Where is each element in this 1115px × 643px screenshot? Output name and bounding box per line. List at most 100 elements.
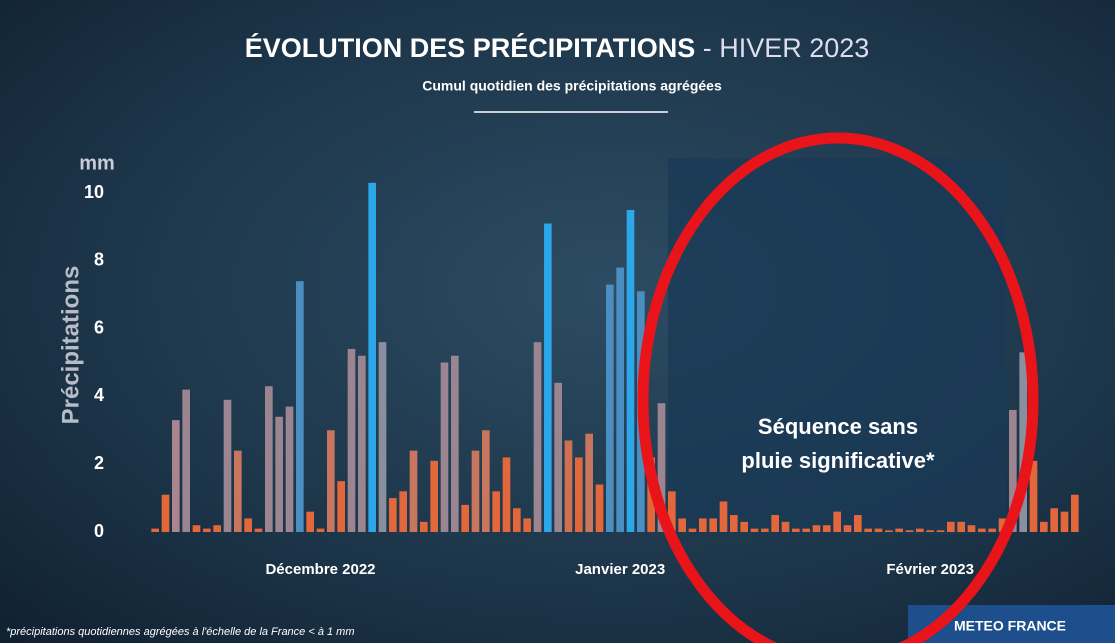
subtitle: Cumul quotidien des précipitations agrég… <box>422 78 722 94</box>
bar <box>389 498 397 532</box>
bar <box>802 528 810 532</box>
bar <box>1019 352 1027 532</box>
bar <box>812 525 821 532</box>
bar <box>213 525 221 532</box>
bar <box>265 386 273 532</box>
bar <box>926 530 934 532</box>
bar <box>1050 508 1058 532</box>
bar <box>440 362 449 532</box>
annotation-line: Séquence sans <box>758 414 918 439</box>
bar <box>554 382 562 532</box>
bar <box>161 494 170 532</box>
bar <box>998 518 1007 532</box>
bar <box>430 460 438 532</box>
dry-period-region <box>668 158 1006 534</box>
bar <box>978 528 986 532</box>
bar <box>513 508 521 532</box>
bar <box>668 491 676 532</box>
bar <box>823 525 831 532</box>
x-tick-label: Janvier 2023 <box>575 561 665 578</box>
bar <box>575 457 583 532</box>
bar <box>358 355 366 532</box>
bar <box>957 521 965 532</box>
bar <box>244 518 252 532</box>
bar <box>564 440 573 532</box>
bar <box>234 450 242 532</box>
bar <box>833 511 841 532</box>
bar <box>337 481 345 532</box>
y-unit: mm <box>79 152 115 174</box>
bar <box>626 209 635 532</box>
bar <box>885 530 893 532</box>
y-tick-label: 4 <box>94 385 104 405</box>
bar <box>502 457 511 532</box>
bar <box>461 504 469 532</box>
bar <box>792 528 800 532</box>
bar <box>296 281 304 532</box>
bar <box>678 518 686 532</box>
bar <box>781 521 790 532</box>
chart-title: ÉVOLUTION DES PRÉCIPITATIONS - HIVER 202… <box>245 32 870 63</box>
bars <box>151 182 1079 532</box>
bar <box>947 521 955 532</box>
y-axis-title: Précipitations <box>57 266 84 425</box>
bar <box>316 528 325 532</box>
bar <box>285 406 294 532</box>
bar <box>368 182 376 532</box>
bar <box>482 430 490 532</box>
y-tick-label: 2 <box>94 453 104 473</box>
bar <box>347 348 356 532</box>
bar <box>854 515 862 532</box>
bar <box>988 528 996 532</box>
bar <box>895 528 903 532</box>
bar <box>1029 460 1038 532</box>
bar <box>1060 511 1069 532</box>
bar <box>916 528 924 532</box>
bar <box>471 450 480 532</box>
source: METEO FRANCE <box>954 618 1066 634</box>
bar <box>254 528 263 532</box>
y-tick-label: 0 <box>94 521 104 541</box>
bar <box>327 430 335 532</box>
x-tick-label: Février 2023 <box>886 561 974 578</box>
annotation-line: pluie significative* <box>741 448 935 473</box>
bar <box>378 342 387 532</box>
bar <box>709 518 717 532</box>
bar <box>657 403 666 532</box>
bar <box>306 511 314 532</box>
bar <box>864 528 872 532</box>
title-main: ÉVOLUTION DES PRÉCIPITATIONS <box>245 32 696 63</box>
highlight-ellipse <box>637 132 1039 643</box>
bar <box>492 491 500 532</box>
y-tick-label: 6 <box>94 317 104 337</box>
bar <box>451 355 459 532</box>
bar <box>151 528 159 532</box>
y-tick-label: 10 <box>84 182 104 202</box>
bar <box>203 528 211 532</box>
y-tick-label: 8 <box>94 250 104 270</box>
bar <box>606 284 614 532</box>
bar <box>616 267 624 532</box>
bar <box>182 389 190 532</box>
bar <box>1071 494 1079 532</box>
bar <box>967 525 976 532</box>
bar <box>905 530 914 532</box>
bar <box>409 450 418 532</box>
bar <box>595 484 604 532</box>
bar <box>533 342 542 532</box>
x-tick-label: Décembre 2022 <box>265 561 375 578</box>
title-suffix: - HIVER 2023 <box>695 33 869 63</box>
bar <box>275 416 283 532</box>
bar <box>740 521 748 532</box>
bar <box>192 525 201 532</box>
bar <box>874 528 883 532</box>
bar <box>1040 521 1048 532</box>
bar <box>223 399 232 532</box>
bar <box>585 433 593 532</box>
bar <box>730 515 738 532</box>
bar <box>544 223 552 532</box>
bar <box>761 528 769 532</box>
bar <box>771 515 779 532</box>
